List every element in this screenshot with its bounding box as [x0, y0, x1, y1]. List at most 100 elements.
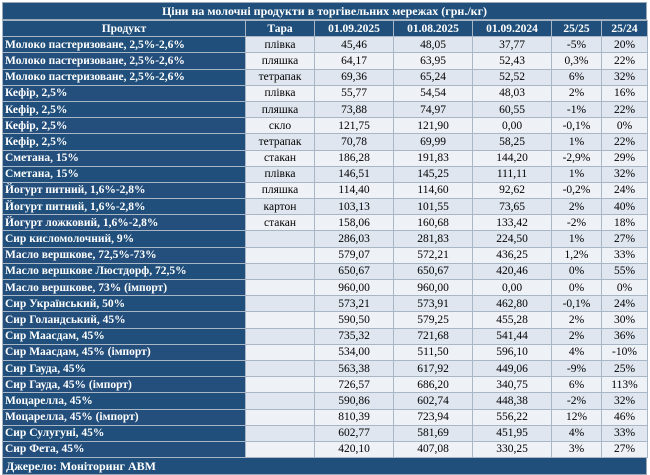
price-2025-09-cell: 64,17 — [314, 52, 394, 70]
price-2024-09-cell: 455,28 — [472, 311, 552, 329]
column-header-change-month: 25/25 — [551, 19, 602, 38]
table-row: Сир Гауда, 45% 563,38 617,92 449,06 -9% 25% — [2, 359, 648, 378]
price-2024-09-cell: 37,77 — [472, 36, 552, 54]
change-month-cell: 1% — [551, 133, 602, 151]
price-2025-08-cell: 191,83 — [393, 149, 473, 167]
product-cell: Молоко пастеризоване, 2,5%-2,6% — [2, 36, 246, 54]
package-cell — [245, 311, 315, 329]
product-cell: Кефір, 2,5% — [2, 84, 246, 102]
change-year-cell: 25% — [601, 359, 648, 378]
change-year-cell: 55% — [601, 262, 648, 281]
change-year-cell: 113% — [601, 376, 648, 394]
table-row: Кефір, 2,5% плівка 55,77 54,54 48,03 2% 16% — [2, 84, 648, 102]
change-month-cell: 2% — [551, 327, 602, 345]
price-2025-09-cell: 590,86 — [314, 392, 394, 410]
table-row: Сир Гауда, 45% (імпорт) 726,57 686,20 340,7… — [2, 376, 648, 394]
table-title: Ціни на молочні продукти в торгівельних … — [2, 2, 647, 20]
price-2025-09-cell: 810,39 — [314, 408, 394, 426]
product-cell: Сметана, 15% — [2, 165, 246, 183]
change-month-cell: 0% — [551, 262, 602, 281]
change-year-cell: 22% — [601, 100, 648, 119]
change-year-cell: 20% — [601, 36, 648, 54]
package-cell: тетрапак — [245, 133, 315, 151]
package-cell: плівка — [245, 84, 315, 102]
change-year-cell: 0% — [601, 117, 648, 135]
product-cell: Кефір, 2,5% — [2, 133, 246, 151]
product-cell: Сир кисломолочний, 9% — [2, 230, 246, 248]
product-cell: Масло вершкове, 73% (імпорт) — [2, 278, 246, 297]
price-2025-09-cell: 579,07 — [314, 246, 394, 264]
column-header-product: Продукт — [2, 19, 246, 38]
product-cell: Моцарелла, 45% — [2, 392, 246, 410]
package-cell: пляшка — [245, 100, 315, 119]
change-year-cell: 40% — [601, 198, 648, 216]
change-month-cell: 1,2% — [551, 246, 602, 264]
price-2025-09-cell: 534,00 — [314, 343, 394, 361]
price-2025-08-cell: 511,50 — [393, 343, 473, 361]
price-2025-08-cell: 69,99 — [393, 133, 473, 151]
column-header-package: Тара — [245, 19, 315, 38]
package-cell: плівка — [245, 165, 315, 183]
product-cell: Йогурт питний, 1,6%-2,8% — [2, 181, 246, 200]
product-cell: Йогурт питний, 1,6%-2,8% — [2, 198, 246, 216]
table-row: Сир Маасдам, 45% 735,32 721,68 541,44 2% 36% — [2, 327, 648, 345]
change-year-cell: 24% — [601, 181, 648, 200]
change-year-cell: 22% — [601, 52, 648, 70]
package-cell — [245, 343, 315, 361]
table-row: Сметана, 15% стакан 186,28 191,83 144,20 -2,9… — [2, 149, 648, 167]
change-month-cell: 0,3% — [551, 52, 602, 70]
package-cell — [245, 440, 315, 459]
price-2025-09-cell: 650,67 — [314, 262, 394, 281]
price-2025-08-cell: 573,91 — [393, 295, 473, 313]
price-2024-09-cell: 60,55 — [472, 100, 552, 119]
change-month-cell: 0% — [551, 278, 602, 297]
table-row: Сир Фета, 45% 420,10 407,08 330,25 3% 27% — [2, 440, 648, 459]
change-month-cell: 3% — [551, 440, 602, 459]
price-2024-09-cell: 0,00 — [472, 117, 552, 135]
change-year-cell: 22% — [601, 133, 648, 151]
price-2025-08-cell: 101,55 — [393, 198, 473, 216]
price-2024-09-cell: 133,42 — [472, 214, 552, 232]
table-row: Сир кисломолочний, 9% 286,03 281,83 224,50 1… — [2, 230, 648, 248]
column-header-date-3: 01.09.2024 — [472, 19, 552, 38]
price-2025-08-cell: 63,95 — [393, 52, 473, 70]
package-cell: стакан — [245, 149, 315, 167]
product-cell: Сир Український, 50% — [2, 295, 246, 313]
product-cell: Сметана, 15% — [2, 149, 246, 167]
price-2024-09-cell: 224,50 — [472, 230, 552, 248]
source-note: Джерело: Моніторинг АВМ — [2, 458, 647, 475]
change-month-cell: 2% — [551, 84, 602, 102]
package-cell — [245, 408, 315, 426]
table-row: Йогурт питний, 1,6%-2,8% картон 103,13 101,… — [2, 198, 648, 216]
price-2025-09-cell: 158,06 — [314, 214, 394, 232]
product-cell: Молоко пастеризоване, 2,5%-2,6% — [2, 52, 246, 70]
price-2024-09-cell: 420,46 — [472, 262, 552, 281]
price-2024-09-cell: 340,75 — [472, 376, 552, 394]
package-cell — [245, 278, 315, 297]
price-2025-09-cell: 726,57 — [314, 376, 394, 394]
package-cell — [245, 359, 315, 378]
price-2025-09-cell: 103,13 — [314, 198, 394, 216]
change-month-cell: 2% — [551, 198, 602, 216]
package-cell — [245, 295, 315, 313]
price-2025-09-cell: 121,75 — [314, 117, 394, 135]
package-cell: пляшка — [245, 52, 315, 70]
price-2025-08-cell: 650,67 — [393, 262, 473, 281]
price-2024-09-cell: 73,65 — [472, 198, 552, 216]
price-2025-08-cell: 121,90 — [393, 117, 473, 135]
package-cell — [245, 424, 315, 442]
change-month-cell: 4% — [551, 424, 602, 442]
price-2024-09-cell: 556,22 — [472, 408, 552, 426]
product-cell: Сир Фета, 45% — [2, 440, 246, 459]
price-2025-08-cell: 572,21 — [393, 246, 473, 264]
table-row: Моцарелла, 45% 590,86 602,74 448,38 -2% 32% — [2, 392, 648, 410]
price-2024-09-cell: 462,80 — [472, 295, 552, 313]
change-year-cell: 33% — [601, 246, 648, 264]
change-year-cell: 27% — [601, 230, 648, 248]
price-2025-08-cell: 54,54 — [393, 84, 473, 102]
change-month-cell: -2,9% — [551, 149, 602, 167]
price-2024-09-cell: 436,25 — [472, 246, 552, 264]
product-cell: Сир Маасдам, 45% (імпорт) — [2, 343, 246, 361]
change-month-cell: 1% — [551, 165, 602, 183]
change-year-cell: 18% — [601, 214, 648, 232]
